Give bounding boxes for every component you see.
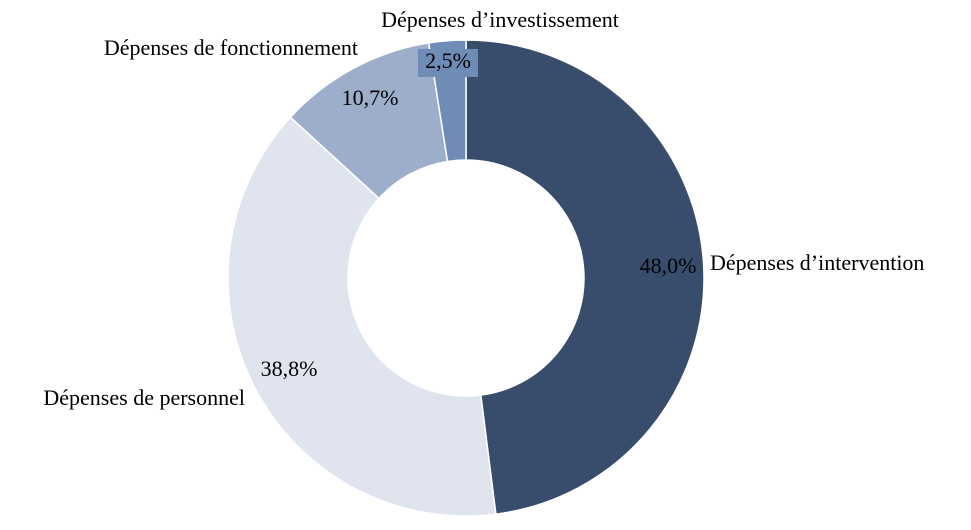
category-label: Dépenses de fonctionnement [104, 35, 358, 60]
category-label: Dépenses d’investissement [381, 7, 619, 32]
category-label: Dépenses d’intervention [710, 250, 924, 275]
value-label: 48,0% [640, 253, 697, 278]
donut-slice [227, 116, 497, 517]
value-label-box [418, 49, 478, 77]
donut-slice [465, 39, 705, 515]
value-label: 38,8% [261, 356, 318, 381]
value-label: 10,7% [342, 85, 399, 110]
value-label: 2,5% [425, 48, 471, 73]
category-label: Dépenses de personnel [43, 385, 245, 410]
